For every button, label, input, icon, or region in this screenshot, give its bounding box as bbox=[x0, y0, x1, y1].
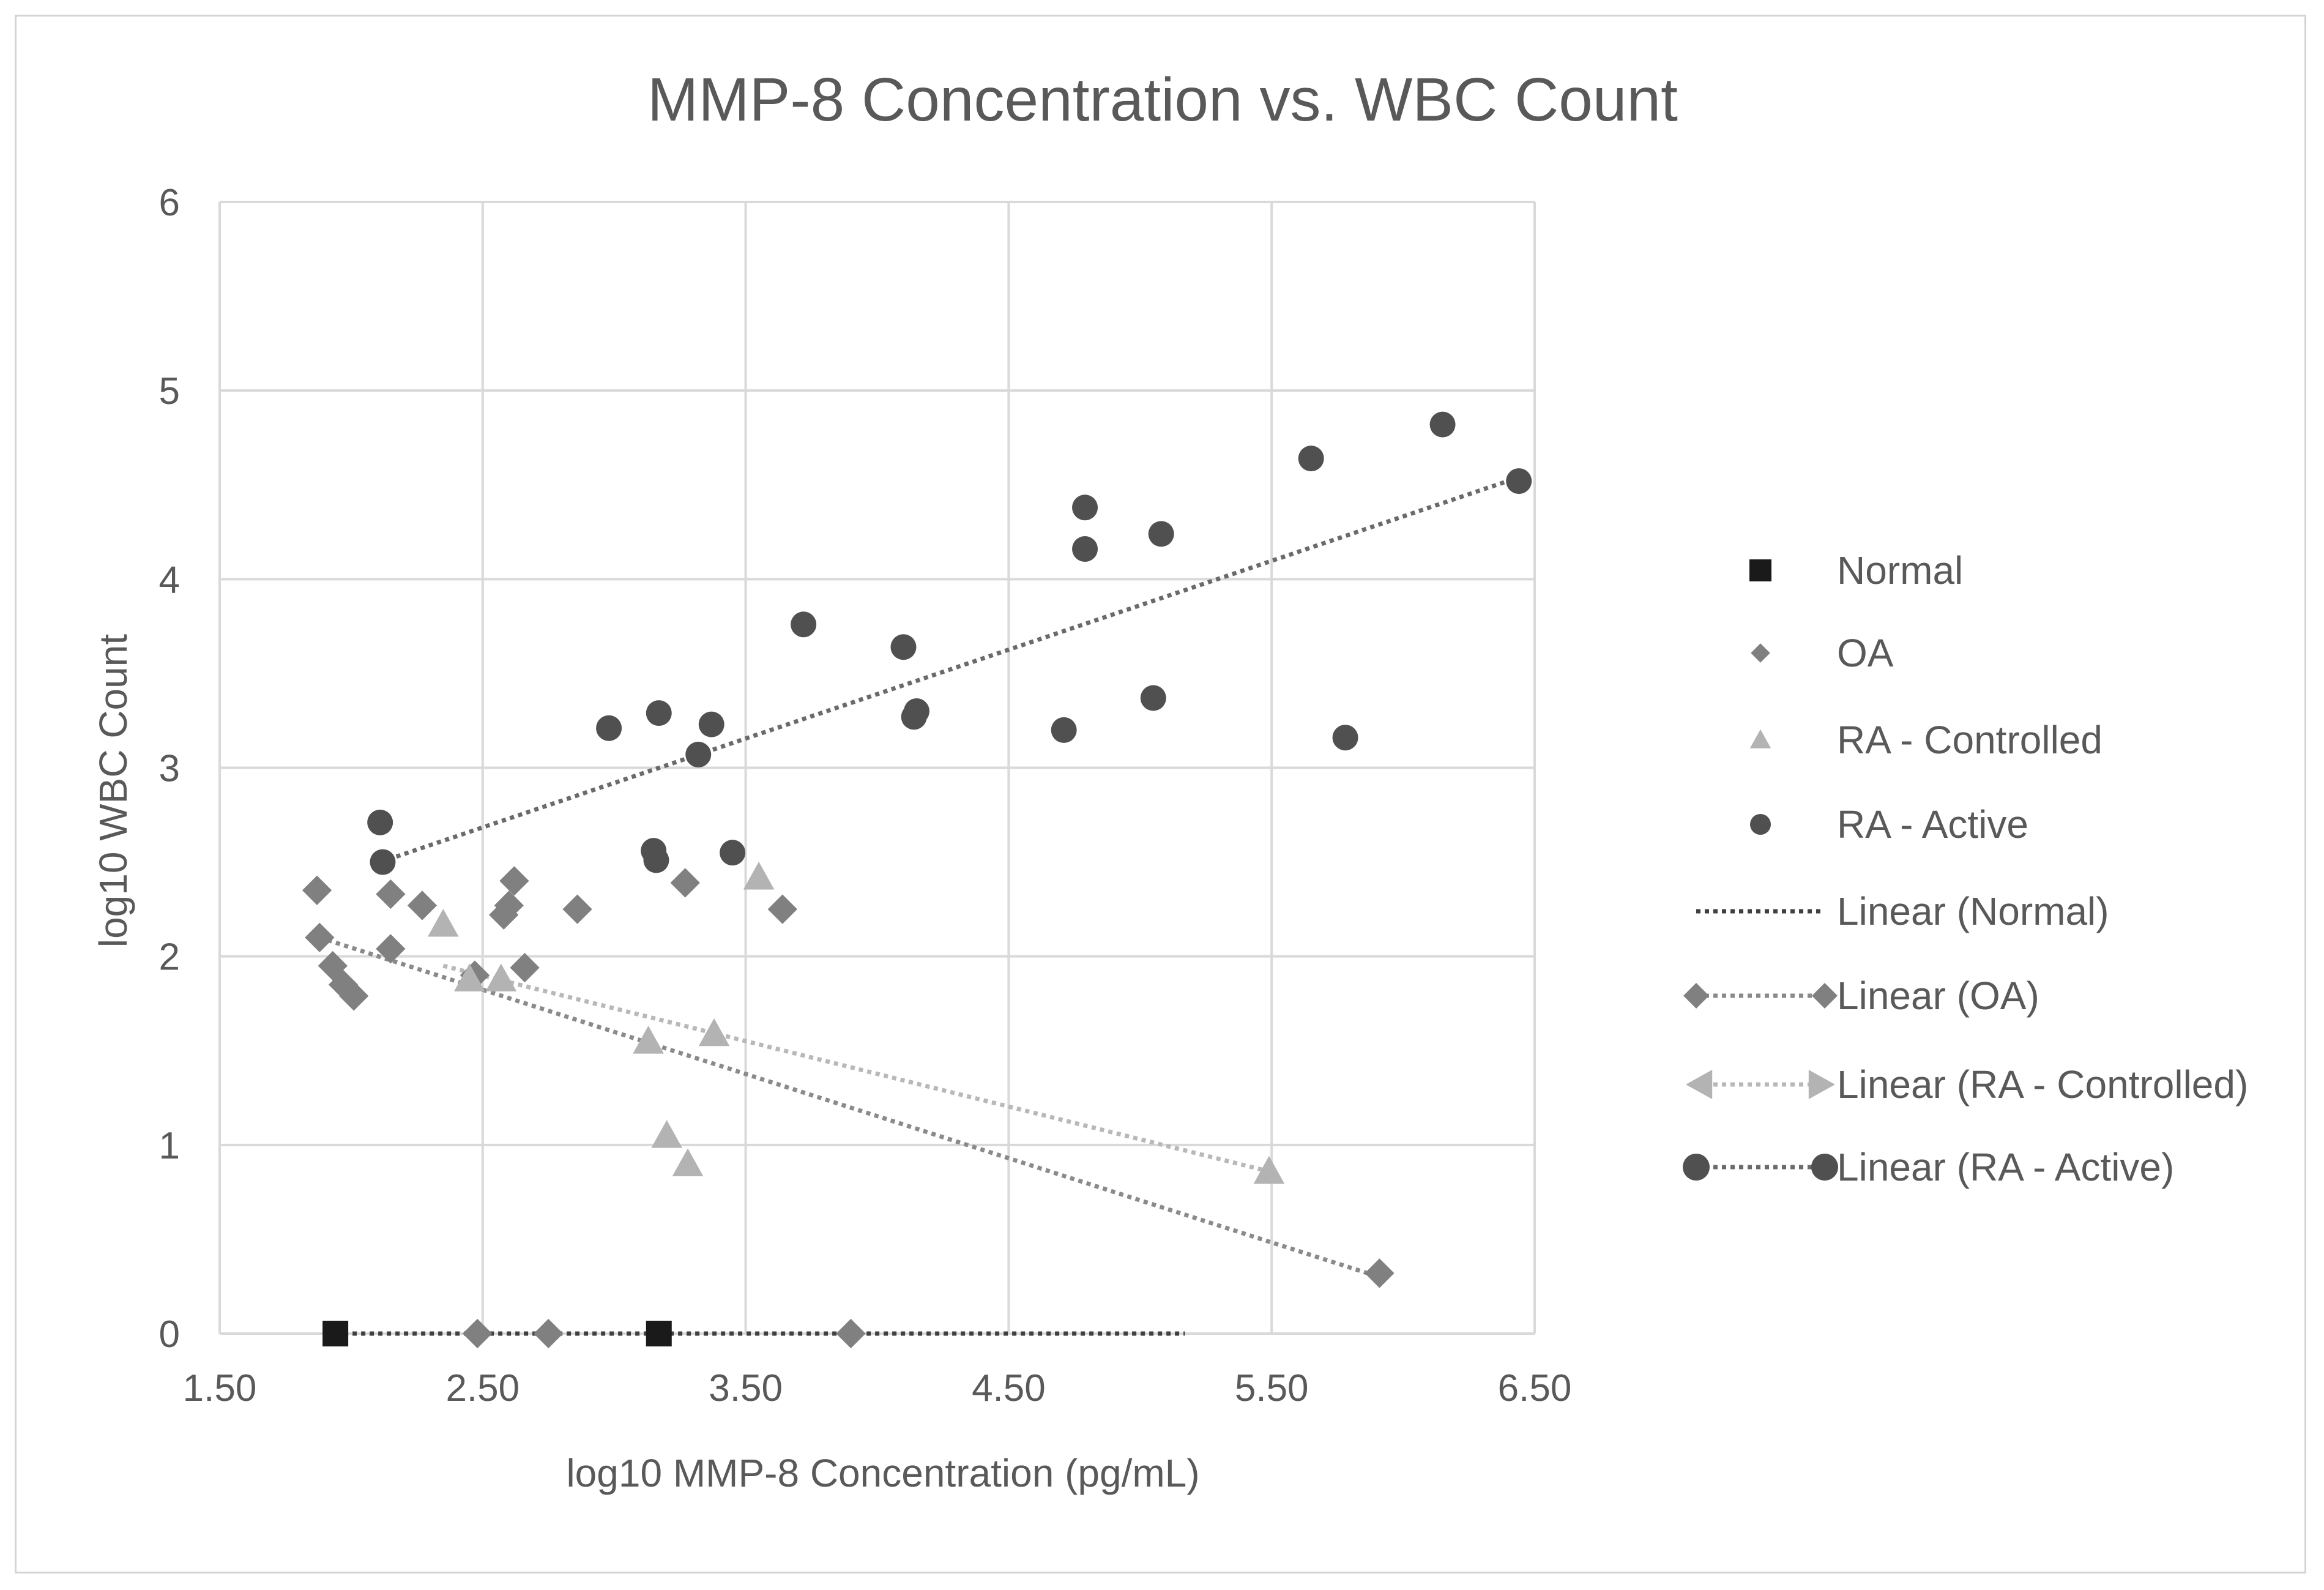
chart-svg: MMP-8 Concentration vs. WBC Count 0 1 2 3 4 5… bbox=[91, 65, 2248, 1495]
legend-trend-ra-active bbox=[1683, 1154, 1838, 1181]
point-ra-active bbox=[596, 715, 622, 741]
point-ra-active bbox=[1332, 725, 1358, 751]
point-oa bbox=[376, 879, 406, 909]
trendline-ra-controlled bbox=[442, 963, 1270, 1174]
point-ra-active bbox=[1429, 411, 1456, 438]
point-oa bbox=[407, 890, 438, 920]
point-oa bbox=[318, 950, 348, 981]
y-tick-label: 3 bbox=[159, 748, 180, 790]
y-tick-label: 4 bbox=[159, 559, 180, 601]
chart-area: MMP-8 Concentration vs. WBC Count 0 1 2 3 4 5… bbox=[15, 15, 2306, 1573]
trendline-oa bbox=[319, 935, 1380, 1279]
legend-label: Linear (RA - Controlled) bbox=[1837, 1062, 2248, 1107]
legend-label: RA - Active bbox=[1837, 802, 2028, 846]
point-oa bbox=[339, 981, 369, 1011]
trendline-ra-active bbox=[379, 475, 1520, 864]
legend-marker-ra-active bbox=[1750, 814, 1771, 835]
point-ra-active bbox=[1140, 685, 1166, 711]
legend-label: RA - Controlled bbox=[1837, 718, 2102, 762]
point-ra-controlled bbox=[633, 1026, 664, 1054]
point-ra-controlled bbox=[672, 1148, 704, 1176]
gridlines bbox=[218, 201, 1536, 1334]
legend-trend-oa bbox=[1683, 983, 1838, 1009]
point-ra-active bbox=[791, 611, 817, 638]
legend-trend-marker bbox=[1812, 983, 1838, 1009]
legend-trend-ra-controlled bbox=[1686, 1070, 1835, 1099]
x-tick-label: 1.50 bbox=[183, 1367, 257, 1409]
point-ra-active bbox=[890, 634, 917, 660]
legend-label: Linear (Normal) bbox=[1837, 889, 2109, 933]
point-ra-active bbox=[1051, 717, 1077, 743]
chart-title: MMP-8 Concentration vs. WBC Count bbox=[647, 65, 1678, 134]
trendlines bbox=[319, 475, 1520, 1336]
point-ra-active bbox=[1506, 468, 1532, 495]
point-ra-controlled bbox=[743, 861, 775, 890]
y-tick-label: 0 bbox=[159, 1313, 180, 1356]
legend: Normal OA RA - Controlled RA - Active Linear… bbox=[1683, 548, 2248, 1189]
legend-trend-marker bbox=[1683, 983, 1709, 1009]
point-oa bbox=[510, 953, 540, 983]
legend-label: Linear (OA) bbox=[1837, 974, 2039, 1018]
point-oa bbox=[494, 890, 524, 920]
legend-label: OA bbox=[1837, 631, 1894, 675]
legend-marker-ra-controlled bbox=[1749, 729, 1771, 748]
point-ra-active bbox=[903, 698, 929, 725]
point-ra-controlled bbox=[1253, 1155, 1285, 1184]
point-ra-active bbox=[1072, 495, 1098, 521]
point-ra-controlled bbox=[485, 963, 517, 991]
y-axis-label: log10 WBC Count bbox=[91, 634, 135, 947]
point-oa bbox=[562, 894, 592, 924]
point-ra-active bbox=[643, 847, 669, 873]
axes: 0 1 2 3 4 5 6 1.50 2.50 3.50 4.50 5.50 6.50 bbox=[159, 182, 1572, 1409]
point-ra-controlled bbox=[454, 963, 485, 991]
legend-marker-oa bbox=[1751, 643, 1770, 663]
legend-label: Normal bbox=[1837, 548, 1963, 592]
y-tick-label: 5 bbox=[159, 370, 180, 412]
point-ra-controlled bbox=[651, 1120, 682, 1148]
x-tick-label: 6.50 bbox=[1498, 1367, 1572, 1409]
legend-trend-marker bbox=[1686, 1070, 1713, 1099]
y-tick-label: 1 bbox=[159, 1125, 180, 1167]
point-oa bbox=[1365, 1258, 1395, 1288]
point-oa bbox=[534, 1318, 564, 1349]
point-oa bbox=[670, 868, 700, 898]
point-ra-active bbox=[646, 700, 672, 726]
legend-trend-marker bbox=[1811, 1154, 1838, 1181]
point-ra-active bbox=[1072, 536, 1098, 562]
point-normal bbox=[646, 1321, 672, 1346]
point-oa bbox=[376, 934, 406, 964]
x-tick-label: 4.50 bbox=[972, 1367, 1046, 1409]
legend-label: Linear (RA - Active) bbox=[1837, 1145, 2174, 1189]
point-oa bbox=[302, 875, 332, 905]
point-ra-active bbox=[1148, 521, 1174, 547]
point-ra-active bbox=[370, 849, 396, 875]
y-tick-label: 2 bbox=[159, 936, 180, 979]
point-ra-controlled bbox=[698, 1018, 730, 1047]
x-tick-label: 3.50 bbox=[709, 1367, 783, 1409]
point-ra-active bbox=[698, 711, 724, 737]
legend-trend-marker bbox=[1683, 1154, 1710, 1181]
point-ra-active bbox=[367, 809, 393, 835]
legend-marker-normal bbox=[1749, 559, 1771, 581]
point-ra-active bbox=[720, 840, 746, 866]
data-points bbox=[302, 411, 1532, 1349]
point-normal bbox=[322, 1321, 349, 1346]
point-ra-controlled bbox=[428, 908, 459, 937]
point-ra-active bbox=[1298, 446, 1324, 472]
point-ra-active bbox=[685, 741, 712, 767]
legend-trend-marker bbox=[1808, 1070, 1835, 1099]
y-tick-label: 6 bbox=[159, 182, 180, 224]
point-oa bbox=[305, 922, 335, 952]
x-axis-label: log10 MMP-8 Concentration (pg/mL) bbox=[566, 1451, 1199, 1495]
x-tick-label: 5.50 bbox=[1235, 1367, 1309, 1409]
point-oa bbox=[499, 866, 529, 896]
point-oa bbox=[463, 1318, 493, 1349]
point-oa bbox=[767, 894, 797, 924]
point-oa bbox=[836, 1318, 866, 1349]
x-tick-label: 2.50 bbox=[445, 1367, 520, 1409]
